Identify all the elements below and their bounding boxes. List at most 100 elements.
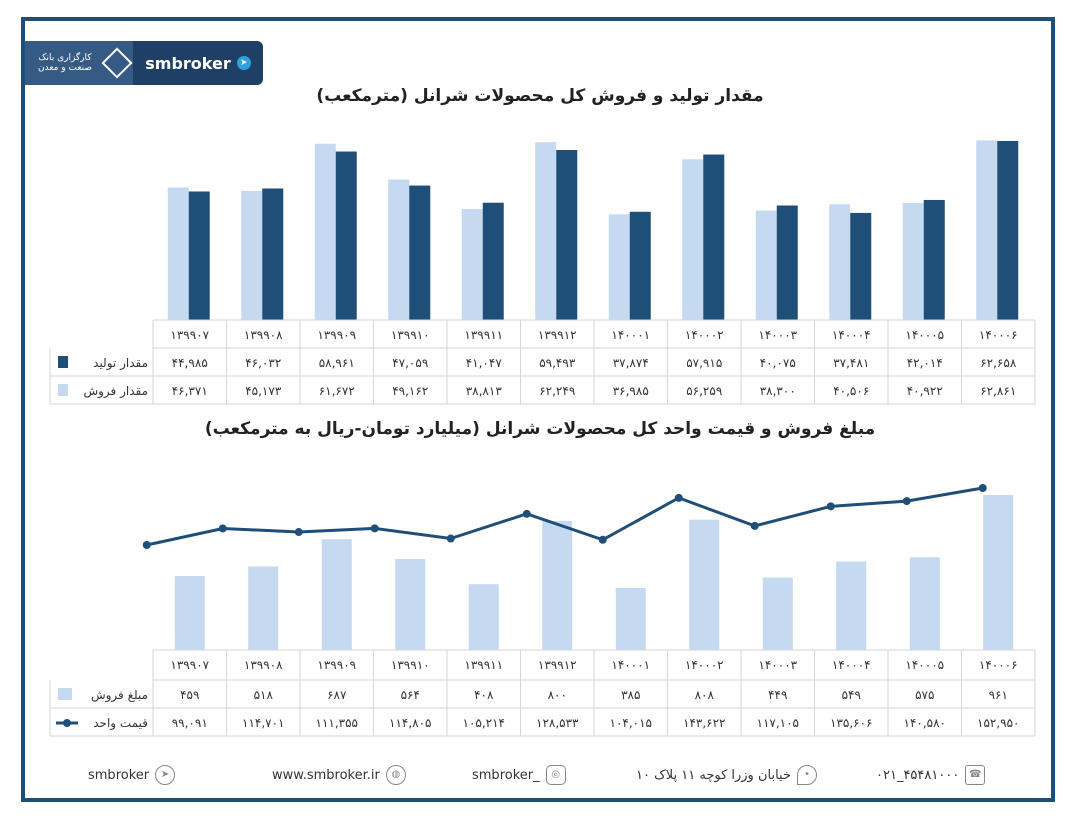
- bank-logo-text: کارگزاری بانک صنعت و معدن: [37, 53, 93, 73]
- point-unit-price-1: [218, 524, 227, 533]
- bar-production-qty-5: [556, 150, 578, 320]
- bar-production-qty-3: [409, 185, 431, 320]
- table2-sales-amount-value-11: ۹۶۱: [989, 688, 1008, 702]
- table2-category-label-4: ۱۳۹۹۱۱: [464, 658, 503, 672]
- table1-category-label-2: ۱۳۹۹۰۹: [317, 328, 356, 342]
- globe-icon: ◍: [385, 765, 406, 785]
- table1-production-value-9: ۳۷,۴۸۱: [833, 356, 869, 370]
- bar-sales-amount-7: [689, 519, 720, 650]
- table2-category-label-5: ۱۳۹۹۱۲: [538, 658, 577, 672]
- bar-sales-amount-6: [615, 587, 646, 650]
- table1-production-value-7: ۵۷,۹۱۵: [686, 356, 722, 370]
- bar-production-qty-9: [850, 212, 872, 320]
- point-unit-price-9: [826, 502, 835, 511]
- table1-sales-value-5: ۶۲,۲۴۹: [539, 384, 575, 398]
- bar-sales-qty-2: [314, 143, 336, 320]
- bar-sales-qty-3: [388, 179, 410, 320]
- bar-sales-amount-4: [468, 584, 499, 650]
- table2-category-label-10: ۱۴۰۰۰۵: [905, 658, 944, 672]
- point-unit-price-7: [674, 493, 683, 502]
- table1-sales-value-10: ۴۰,۹۲۲: [907, 384, 943, 398]
- legend-sales-amount-swatch: [58, 688, 72, 700]
- smbroker-brand: smbroker ➤: [133, 54, 263, 73]
- bar-sales-amount-11: [983, 495, 1014, 650]
- legend-sales-amount-label: مبلغ فروش: [91, 688, 148, 703]
- table2-sales-amount-value-4: ۴۰۸: [474, 688, 494, 702]
- bar-production-qty-6: [629, 211, 651, 320]
- table1-category-label-9: ۱۴۰۰۰۴: [832, 328, 871, 342]
- table2-sales-amount-value-5: ۸۰۰: [548, 688, 567, 702]
- table2-sales-amount-value-6: ۳۸۵: [621, 688, 640, 702]
- table2-sales-amount-value-7: ۸۰۸: [695, 688, 715, 702]
- bar-sales-amount-10: [909, 557, 940, 650]
- bar-sales-qty-5: [535, 142, 557, 320]
- footer-telegram[interactable]: smbroker ➤: [88, 765, 176, 785]
- bar-sales-amount-8: [762, 577, 793, 650]
- location-pin-icon: •: [797, 765, 818, 785]
- phone-icon: ☎: [965, 765, 986, 785]
- table1-production-value-4: ۴۱,۰۴۷: [466, 356, 503, 370]
- table1-category-label-11: ۱۴۰۰۰۶: [979, 328, 1018, 342]
- bar-sales-amount-3: [395, 559, 426, 650]
- legend-production-label: مقدار تولید: [93, 356, 148, 371]
- table1-sales-value-9: ۴۰,۵۰۶: [833, 384, 869, 398]
- table2-category-label-7: ۱۴۰۰۰۲: [685, 658, 724, 672]
- instagram-icon: ◎: [545, 765, 566, 785]
- table1-category-label-5: ۱۳۹۹۱۲: [538, 328, 577, 342]
- table2-unit-price-value-6: ۱۰۴,۰۱۵: [610, 716, 653, 730]
- table2-unit-price-value-2: ۱۱۱,۳۵۵: [316, 716, 359, 730]
- table2-sales-amount-value-0: ۴۵۹: [180, 688, 199, 702]
- bar-sales-amount-1: [248, 566, 279, 650]
- footer-phone: ۰۲۱_۴۵۴۸۱۰۰۰ ☎: [876, 765, 986, 785]
- table1-sales-value-8: ۳۸,۳۰۰: [760, 384, 796, 398]
- table2-sales-amount-value-10: ۵۷۵: [915, 688, 934, 702]
- table1-sales-value-11: ۶۲,۸۶۱: [980, 384, 1016, 398]
- table1-sales-value-1: ۴۵,۱۷۳: [245, 384, 282, 398]
- footer-website[interactable]: www.smbroker.ir ◍: [272, 765, 406, 785]
- table2-unit-price-value-8: ۱۱۷,۱۰۵: [757, 716, 800, 730]
- table2-sales-amount-value-2: ۶۸۷: [327, 688, 347, 702]
- table2-sales-amount-value-1: ۵۱۸: [254, 688, 274, 702]
- table2-unit-price-value-3: ۱۱۴,۸۰۵: [389, 716, 432, 730]
- table1-production-value-11: ۶۲,۶۵۸: [980, 356, 1017, 370]
- table2-unit-price-value-9: ۱۳۵,۶۰۶: [830, 716, 873, 730]
- table2-category-label-0: ۱۳۹۹۰۷: [170, 658, 209, 672]
- table2-sales-amount-value-8: ۴۴۹: [768, 688, 787, 702]
- table2-category-label-3: ۱۳۹۹۱۰: [391, 658, 430, 672]
- table1-production-value-8: ۴۰,۰۷۵: [760, 356, 796, 370]
- bar-sales-amount-0: [174, 575, 205, 650]
- page-frame: [21, 17, 1055, 802]
- point-unit-price-4: [446, 534, 455, 543]
- table1-category-label-6: ۱۴۰۰۰۱: [611, 328, 650, 342]
- footer: smbroker ➤ www.smbroker.ir ◍ smbroker_ ◎…: [40, 765, 1040, 795]
- table1-sales-value-6: ۳۶,۹۸۵: [613, 384, 649, 398]
- point-unit-price-2: [294, 528, 303, 537]
- bar-production-qty-8: [776, 205, 798, 320]
- bar-production-qty-11: [997, 140, 1019, 320]
- telegram-icon: ➤: [236, 56, 251, 70]
- table1-category-label-1: ۱۳۹۹۰۸: [244, 328, 283, 342]
- table1-sales-value-4: ۳۸,۸۱۳: [466, 384, 503, 398]
- table1-category-label-3: ۱۳۹۹۱۰: [391, 328, 430, 342]
- point-unit-price-5: [522, 509, 531, 518]
- footer-website-text: www.smbroker.ir: [272, 767, 380, 783]
- table2-category-label-2: ۱۳۹۹۰۹: [317, 658, 356, 672]
- chart2-title: مبلغ فروش و قیمت واحد کل محصولات شرانل (…: [204, 419, 876, 439]
- table2-category-label-9: ۱۴۰۰۰۴: [832, 658, 871, 672]
- bar-sales-amount-5: [542, 520, 573, 650]
- footer-instagram[interactable]: smbroker_ ◎: [472, 765, 566, 785]
- brand-name: smbroker: [145, 53, 231, 73]
- bar-sales-qty-11: [976, 140, 998, 320]
- footer-telegram-text: smbroker: [88, 767, 150, 783]
- table1-production-value-3: ۴۷,۰۵۹: [392, 356, 428, 370]
- table1-production-value-2: ۵۸,۹۶۱: [319, 356, 355, 370]
- table2-category-label-11: ۱۴۰۰۰۶: [979, 658, 1018, 672]
- point-unit-price-6: [598, 535, 607, 544]
- table1-category-label-0: ۱۳۹۹۰۷: [170, 328, 209, 342]
- point-unit-price-3: [370, 524, 379, 533]
- table2-unit-price-value-7: ۱۴۳,۶۲۲: [683, 716, 726, 730]
- table1-sales-value-0: ۴۶,۳۷۱: [172, 384, 208, 398]
- bar-production-qty-10: [923, 199, 945, 320]
- table2-unit-price-value-5: ۱۲۸,۵۳۳: [536, 716, 579, 730]
